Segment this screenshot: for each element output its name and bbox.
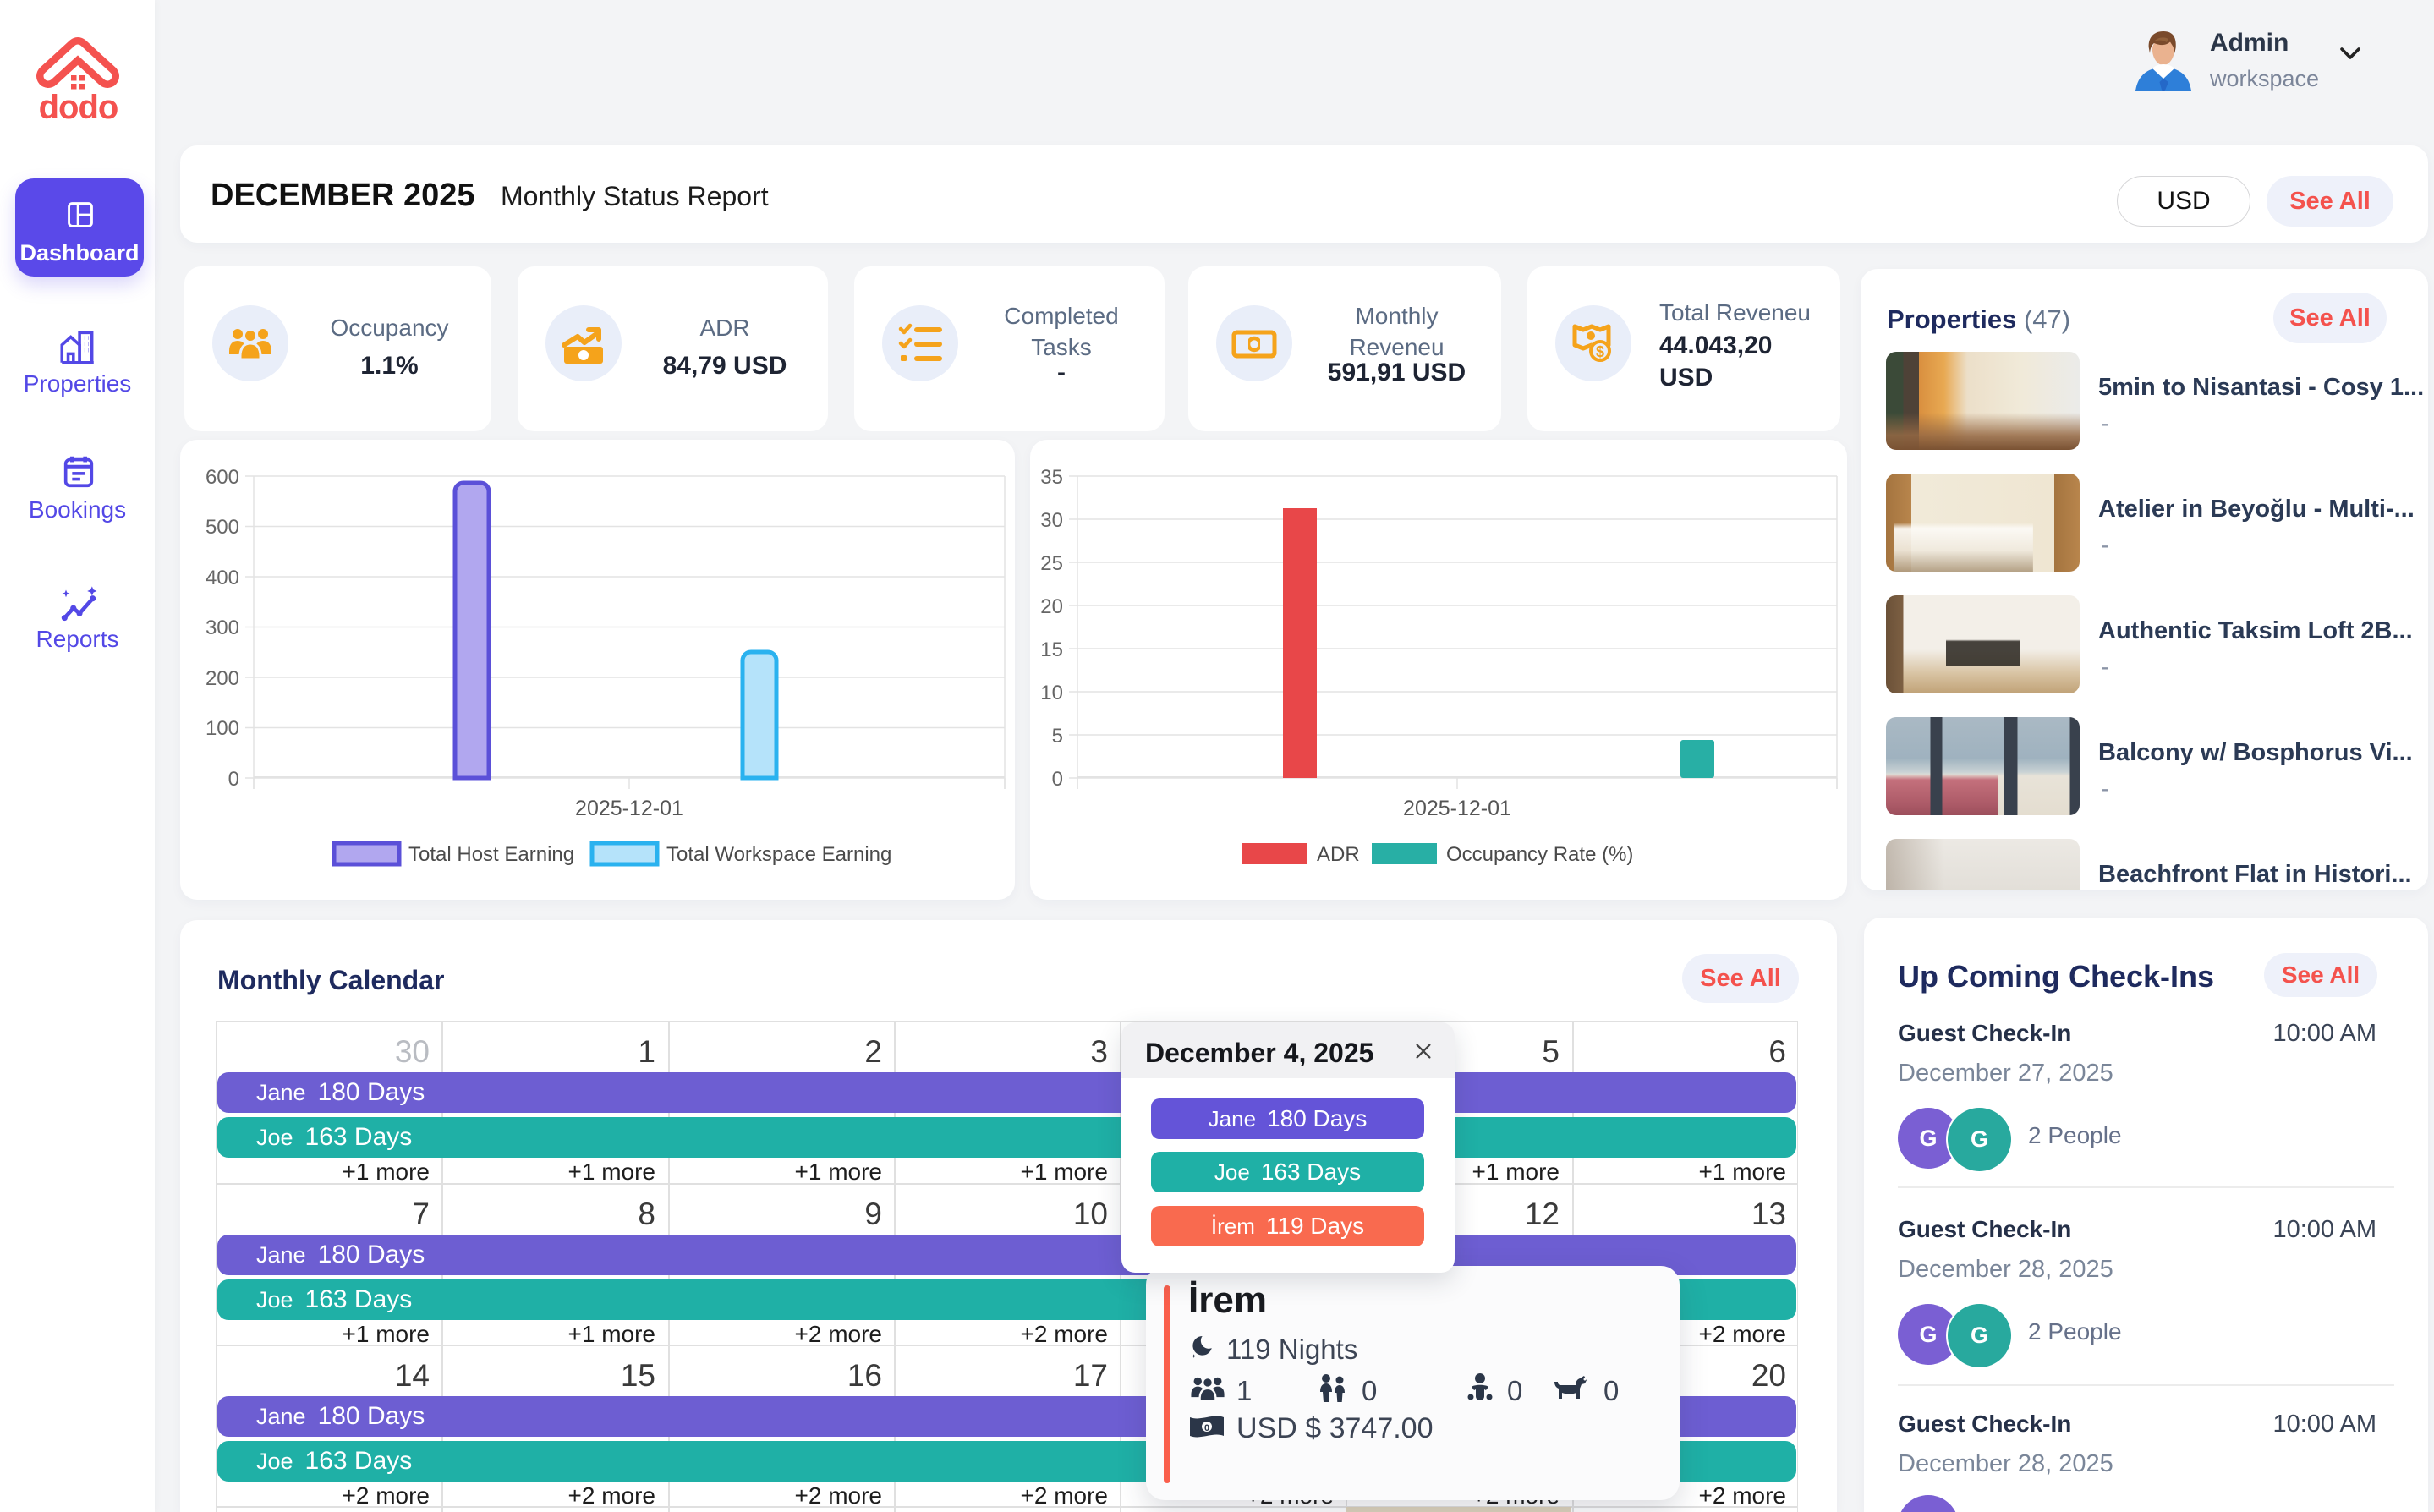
svg-text:400: 400 [206,567,239,589]
svg-text:Total Host Earning: Total Host Earning [408,843,574,866]
svg-text:0: 0 [228,768,239,791]
svg-text:0: 0 [1204,1423,1209,1433]
svg-text:20: 20 [1040,595,1063,618]
svg-text:300: 300 [206,616,239,639]
svg-text:ADR: ADR [1317,843,1360,866]
svg-text:30: 30 [1040,509,1063,532]
svg-text:Total Workspace Earning: Total Workspace Earning [666,843,891,866]
svg-text:2025-12-01: 2025-12-01 [575,797,683,820]
svg-text:10: 10 [1040,682,1063,704]
svg-text:2025-12-01: 2025-12-01 [1403,797,1511,820]
svg-text:100: 100 [206,717,239,740]
svg-text:35: 35 [1040,466,1063,489]
svg-text:25: 25 [1040,552,1063,575]
svg-text:600: 600 [206,466,239,489]
svg-text:200: 200 [206,667,239,690]
svg-text:Occupancy Rate (%): Occupancy Rate (%) [1446,843,1633,866]
svg-text:0: 0 [1052,768,1063,791]
svg-text:500: 500 [206,516,239,539]
svg-text:5: 5 [1052,725,1063,748]
svg-text:$: $ [1596,343,1604,360]
svg-text:15: 15 [1040,638,1063,661]
